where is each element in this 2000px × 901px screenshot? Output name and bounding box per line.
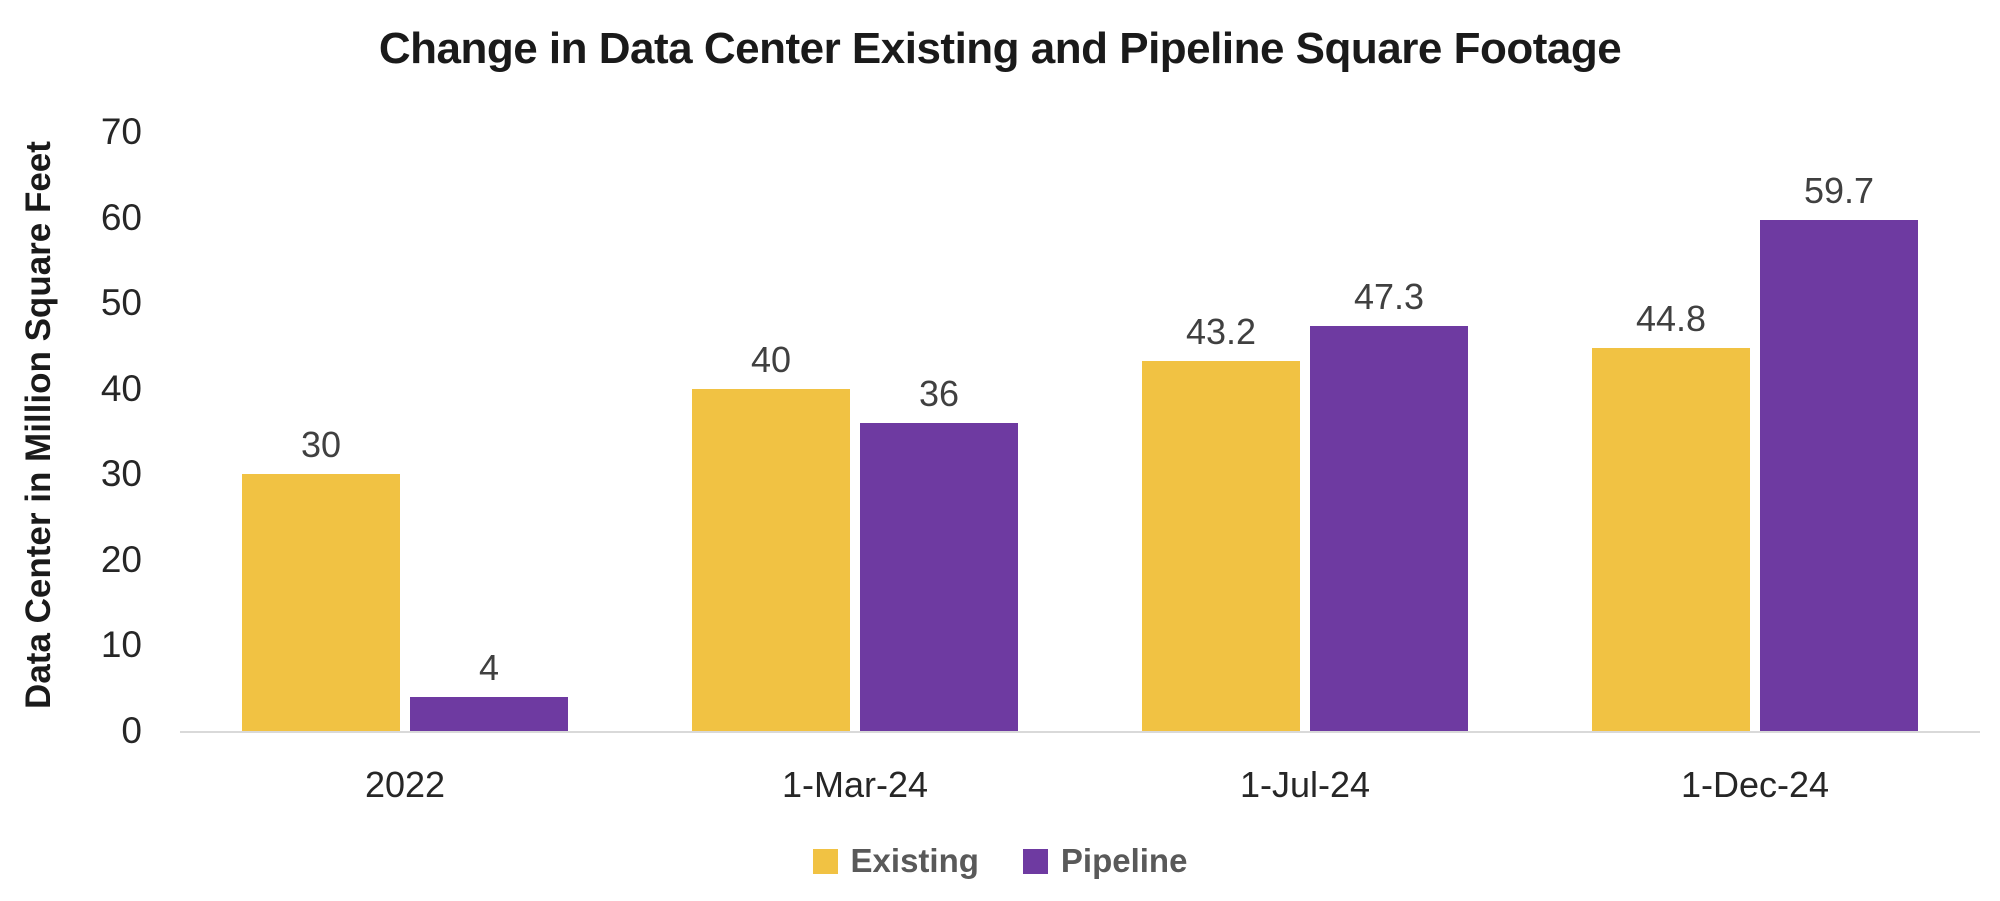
legend-swatch-icon xyxy=(812,848,838,874)
legend: Existing Pipeline xyxy=(0,842,2000,880)
x-axis-labels: 2022 1-Mar-24 1-Jul-24 1-Dec-24 xyxy=(180,764,1980,806)
legend-label: Pipeline xyxy=(1060,842,1188,879)
bar-pipeline: 36 xyxy=(860,373,1018,731)
legend-swatch-icon xyxy=(1022,848,1048,874)
y-tick-label: 40 xyxy=(100,367,142,409)
bar-pipeline: 59.7 xyxy=(1760,170,1918,731)
bar-existing: 40 xyxy=(692,339,850,731)
bar-value-label: 40 xyxy=(750,338,792,380)
y-axis-ticks: 0 10 20 30 40 50 60 70 xyxy=(0,112,142,751)
y-tick-label: 50 xyxy=(100,282,142,324)
plot-area: 30 4 40 36 43.2 47.3 44.8 59.7 xyxy=(180,132,1980,733)
y-tick-label: 0 xyxy=(121,710,142,751)
bar-pipeline: 4 xyxy=(410,647,568,731)
x-axis-category-label: 1-Mar-24 xyxy=(781,764,929,805)
y-tick-label: 60 xyxy=(100,196,142,238)
legend-item-existing: Existing xyxy=(812,842,979,880)
y-tick-label: 70 xyxy=(100,111,142,152)
bar-group: 30 4 xyxy=(180,132,630,731)
bar-value-label: 30 xyxy=(300,424,342,466)
chart-title: Change in Data Center Existing and Pipel… xyxy=(378,24,1622,73)
x-axis-category-label: 1-Dec-24 xyxy=(1680,764,1830,805)
bar-value-label: 36 xyxy=(918,372,960,414)
bar-value-label: 43.2 xyxy=(1185,311,1257,353)
legend-item-pipeline: Pipeline xyxy=(1022,842,1188,880)
bar-pipeline: 47.3 xyxy=(1310,276,1468,731)
bar-value-label: 44.8 xyxy=(1635,297,1707,339)
x-axis-category-label: 1-Jul-24 xyxy=(1239,764,1371,805)
y-tick-label: 10 xyxy=(100,624,142,666)
bar-existing: 30 xyxy=(242,424,400,731)
legend-label: Existing xyxy=(850,842,979,879)
y-tick-label: 30 xyxy=(100,453,142,495)
bar-group: 40 36 xyxy=(630,132,1080,731)
bar-value-label: 47.3 xyxy=(1353,276,1425,318)
bar-group: 44.8 59.7 xyxy=(1530,132,1980,731)
bar-value-label: 59.7 xyxy=(1803,170,1875,212)
bar-existing: 43.2 xyxy=(1142,311,1300,731)
x-axis-category-label: 2022 xyxy=(364,764,446,805)
y-tick-label: 20 xyxy=(100,538,142,580)
bar-existing: 44.8 xyxy=(1592,298,1750,731)
bar-group: 43.2 47.3 xyxy=(1080,132,1530,731)
bar-value-label: 4 xyxy=(478,646,500,688)
